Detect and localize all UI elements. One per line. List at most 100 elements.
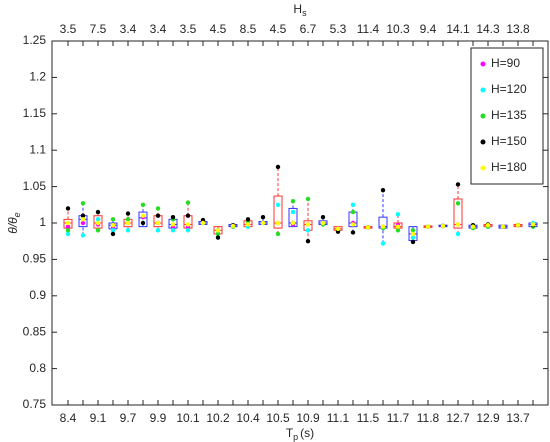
point — [290, 209, 296, 215]
point — [290, 198, 296, 204]
point — [80, 220, 86, 226]
top-tick-label: 3.5 — [180, 22, 197, 36]
point — [65, 231, 71, 237]
point — [80, 233, 86, 238]
y-axis-label-sub: e — [12, 212, 22, 217]
point — [215, 235, 221, 240]
point — [275, 220, 281, 226]
top-tick-label: 4.5 — [270, 22, 287, 36]
x-tick-label: 9.9 — [150, 411, 167, 425]
point — [305, 222, 311, 227]
point — [65, 206, 71, 211]
point — [320, 214, 326, 220]
box — [138, 211, 148, 228]
x-tick-label: 10.1 — [176, 411, 200, 425]
y-tick-label: 1.2 — [29, 70, 46, 84]
top-tick-label: 8.5 — [240, 22, 257, 36]
x-tick-label: 12.7 — [446, 411, 470, 425]
point — [350, 230, 356, 235]
point — [230, 223, 236, 229]
plot-area — [51, 40, 549, 406]
point — [425, 224, 431, 229]
point — [350, 222, 356, 227]
x-axis-label-unit: (s) — [300, 426, 314, 440]
point — [65, 220, 71, 226]
point — [275, 164, 281, 170]
x-axis-label: Tp (s) — [286, 426, 314, 442]
top-axis-label-sub: s — [302, 8, 307, 18]
point — [410, 231, 416, 237]
point — [200, 220, 206, 226]
point — [260, 220, 266, 226]
point — [395, 228, 401, 233]
x-tick-label: 9.1 — [90, 411, 107, 425]
legend-marker — [480, 87, 486, 93]
point — [155, 220, 161, 226]
point — [440, 223, 446, 229]
point — [80, 213, 86, 218]
point — [305, 196, 311, 202]
point — [110, 217, 116, 222]
x-tick-label: 11.8 — [417, 411, 440, 425]
top-axis-label: Hs — [293, 2, 307, 18]
box — [273, 195, 283, 229]
point — [155, 228, 161, 233]
x-tick-label: 12.9 — [476, 411, 500, 425]
top-tick-label: 5.3 — [330, 22, 347, 36]
y-tick-label: 1.1 — [29, 142, 46, 156]
point — [170, 228, 176, 233]
x-tick-label: 13.7 — [506, 411, 530, 425]
point — [320, 220, 326, 226]
y-tick-label: 1.15 — [23, 106, 47, 120]
point — [335, 226, 341, 232]
top-tick-label: 10.3 — [386, 22, 410, 36]
legend-label: H=120 — [491, 82, 527, 96]
point — [470, 224, 476, 229]
point — [410, 228, 416, 233]
point — [290, 220, 296, 226]
x-tick-label: 11.1 — [327, 411, 350, 425]
point — [395, 212, 401, 217]
point — [380, 188, 386, 193]
point — [110, 228, 116, 233]
point — [485, 222, 491, 228]
point — [275, 231, 281, 237]
legend-label: H=180 — [491, 160, 527, 174]
point — [80, 217, 86, 222]
x-tick-label: 11.7 — [387, 411, 410, 425]
x-tick-label: 9.7 — [120, 411, 137, 425]
point — [185, 213, 191, 218]
point — [110, 222, 116, 228]
point — [215, 231, 221, 237]
top-tick-label: 14.1 — [446, 22, 470, 36]
point — [185, 228, 191, 233]
point — [350, 202, 356, 207]
top-tick-label: 3.4 — [150, 22, 167, 36]
point — [455, 201, 461, 206]
point — [125, 220, 131, 226]
point — [155, 213, 161, 218]
point — [95, 217, 101, 222]
x-tick-label: 10.2 — [206, 411, 230, 425]
point — [455, 231, 461, 237]
legend-label: H=90 — [491, 56, 520, 70]
point — [410, 235, 416, 240]
point — [80, 201, 86, 206]
point — [365, 225, 371, 230]
point — [380, 224, 386, 229]
y-tick-label: 0.9 — [29, 288, 46, 302]
legend-marker — [480, 139, 486, 145]
point — [65, 224, 71, 229]
point — [245, 222, 251, 227]
point — [170, 222, 176, 227]
point — [125, 211, 131, 216]
point — [140, 213, 146, 218]
point — [95, 209, 101, 215]
y-tick-label: 0.85 — [23, 324, 47, 338]
top-tick-label: 3.4 — [120, 22, 137, 36]
top-tick-label: 14.3 — [476, 22, 500, 36]
legend-marker — [480, 113, 486, 119]
legend-label: H=150 — [491, 134, 527, 148]
top-tick-label: 9.4 — [420, 22, 437, 36]
